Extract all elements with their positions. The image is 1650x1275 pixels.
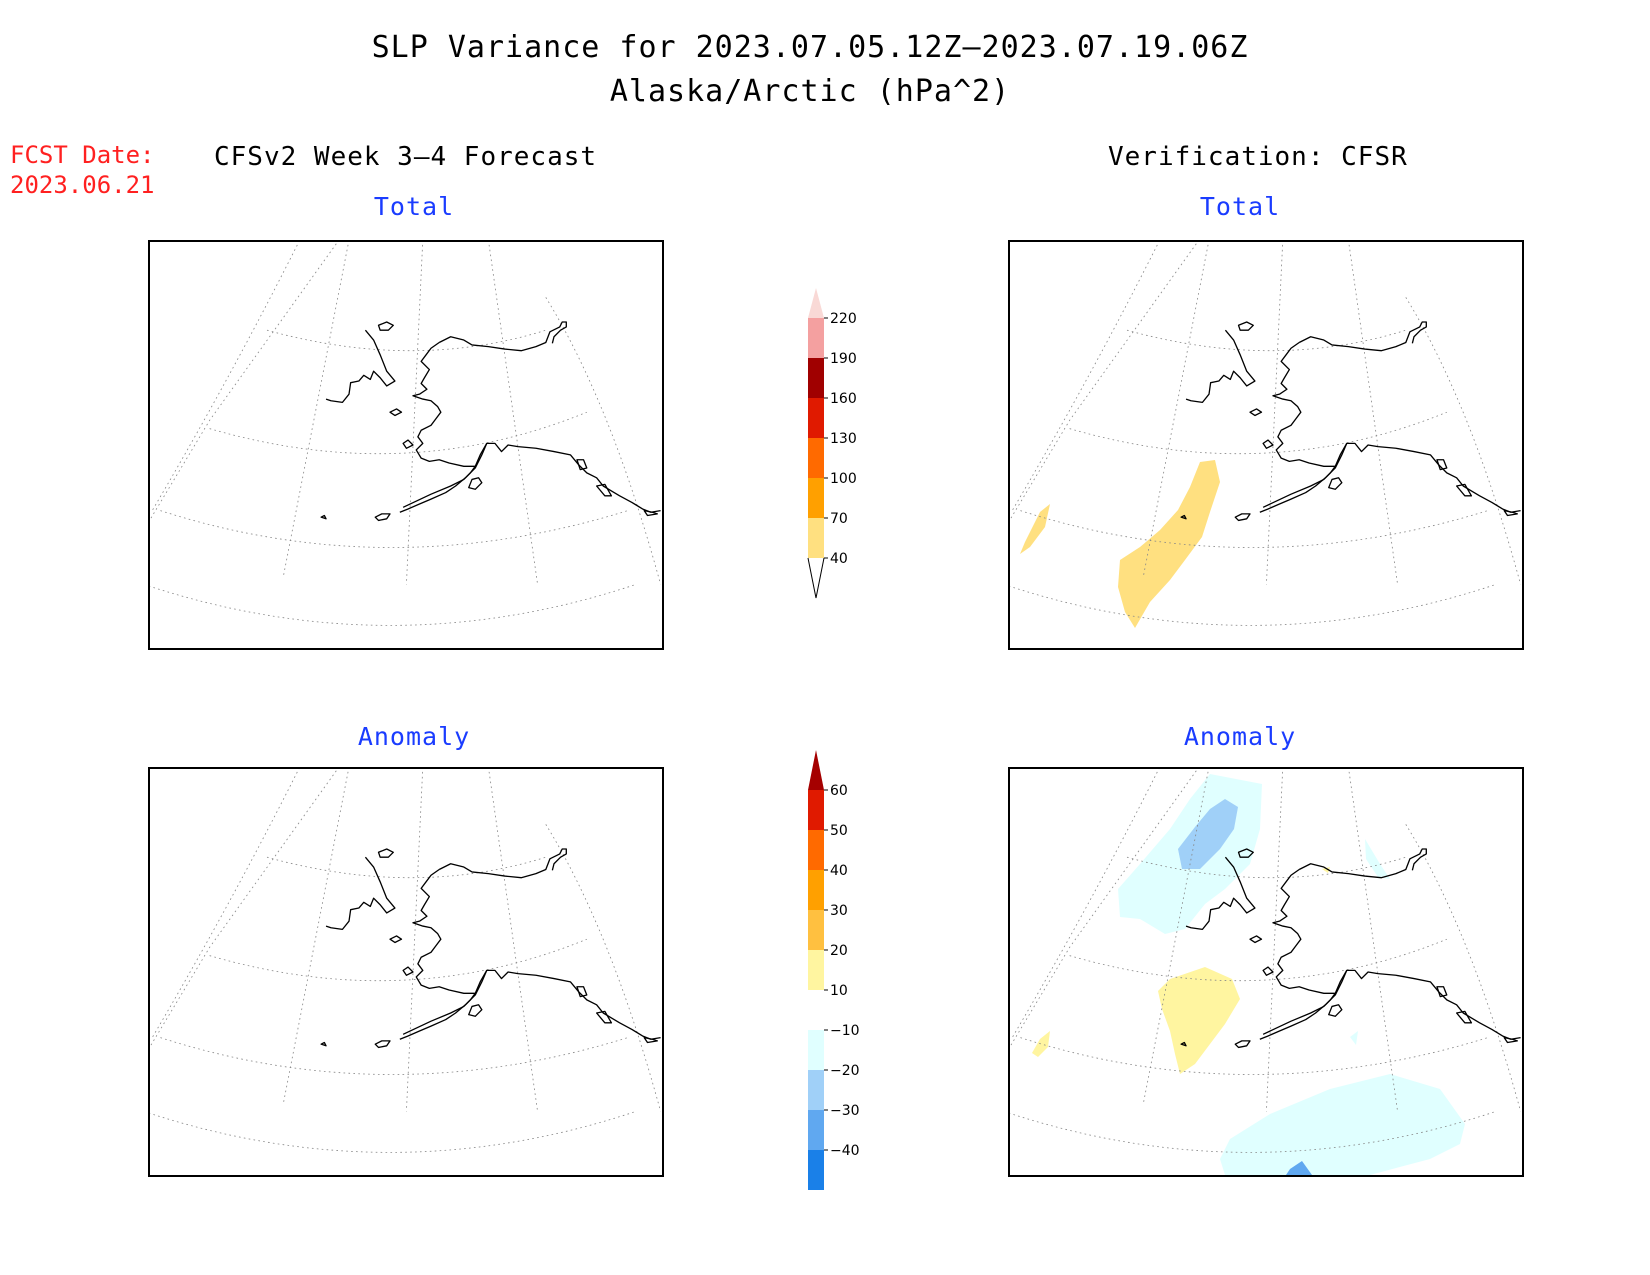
colorbar-total-label: 220 [830, 311, 857, 327]
colorbar-anomaly-label: −30 [830, 1103, 860, 1119]
colorbar-anomaly-label: 30 [830, 903, 848, 919]
contour-fill-anomaly-neg10-mid [1350, 1031, 1358, 1045]
colorbar-anomaly-box [808, 870, 824, 910]
contour-fill-anomaly-neg20-north [1178, 799, 1238, 869]
contour-fill-total-40-west [1020, 504, 1050, 554]
colorbar-anomaly-top-tip [808, 750, 824, 790]
colorbar-anomaly-box [808, 990, 824, 1030]
main-title: SLP Variance for 2023.07.05.12Z—2023.07.… [371, 30, 1249, 65]
contour-fill-anomaly-neg10-south [1220, 1074, 1465, 1175]
colorbar-anomaly-box [808, 1030, 824, 1070]
contour-fill-anomaly-pos10-west [1032, 1031, 1050, 1057]
colorbar-anomaly-label: 20 [830, 943, 848, 959]
basemap-verification-anomaly [1010, 769, 1522, 1175]
basemap-forecast-total [150, 242, 662, 627]
basemap-forecast-anomaly [150, 769, 662, 1154]
colorbar-total-label: 40 [830, 551, 848, 567]
left-column-heading: CFSv2 Week 3—4 Forecast [214, 142, 598, 172]
colorbar-total-box [808, 478, 824, 518]
panel-title-forecast-total: Total [373, 192, 455, 221]
colorbar-total: 220 190 160 130 100 70 40 [807, 288, 857, 599]
colorbar-total-box [808, 318, 824, 358]
contour-fill-anomaly-neg20-south [1286, 1161, 1312, 1175]
colorbar-anomaly-box [808, 830, 824, 870]
colorbar-anomaly-label: −10 [830, 1023, 860, 1039]
colorbar-anomaly-box [808, 790, 824, 830]
colorbar-total-box [808, 518, 824, 558]
colorbar-total-top-tip [808, 288, 824, 318]
colorbar-anomaly-label: −40 [830, 1143, 860, 1159]
panel-title-verification-total: Total [1199, 192, 1281, 221]
colorbar-anomaly-label: −20 [830, 1063, 860, 1079]
colorbar-anomaly-box [808, 1070, 824, 1110]
colorbar-total-label: 190 [830, 351, 857, 367]
fcst-date-value: 2023.06.21 [10, 171, 155, 199]
colorbar-total-label: 70 [830, 511, 848, 527]
colorbar-total-box [808, 438, 824, 478]
basemap-verification-total [1010, 242, 1522, 628]
colorbar-anomaly-label: 50 [830, 823, 848, 839]
panel-title-verification-anomaly: Anomaly [1183, 722, 1297, 751]
contour-fill-anomaly-pos10-center [1158, 967, 1240, 1074]
colorbar-anomaly: 60 50 40 30 20 10 −10 −20 −30 −40 [808, 750, 860, 1190]
colorbar-anomaly-label: 40 [830, 863, 848, 879]
colorbar-total-box [808, 398, 824, 438]
colorbar-total-label: 160 [830, 391, 857, 407]
colorbar-anomaly-box [808, 950, 824, 990]
fcst-date-label: FCST Date: [10, 141, 155, 169]
map-verification-total [1008, 240, 1524, 650]
colorbar-total-label: 100 [830, 471, 857, 487]
map-verification-anomaly [1008, 767, 1524, 1177]
colorbar-anomaly-box [808, 1110, 824, 1150]
contour-fill-anomaly-neg10-ne [1365, 839, 1390, 879]
right-column-heading: Verification: CFSR [1108, 142, 1408, 172]
contour-fill-total-40 [1118, 460, 1220, 628]
colorbar-anomaly-label: 60 [830, 783, 848, 799]
colorbar-anomaly-box [808, 1150, 824, 1190]
map-forecast-anomaly [148, 767, 664, 1177]
colorbar-total-label: 130 [830, 431, 857, 447]
main-subtitle: Alaska/Arctic (hPa^2) [609, 74, 1011, 109]
contour-fill-anomaly-pos10-dot [1322, 867, 1330, 873]
colorbar-anomaly-box [808, 910, 824, 950]
colorbar-total-box [808, 358, 824, 398]
map-forecast-total [148, 240, 664, 650]
colorbar-anomaly-label: 10 [830, 983, 848, 999]
panel-title-forecast-anomaly: Anomaly [357, 722, 471, 751]
colorbar-total-bottom-tip [807, 557, 825, 599]
